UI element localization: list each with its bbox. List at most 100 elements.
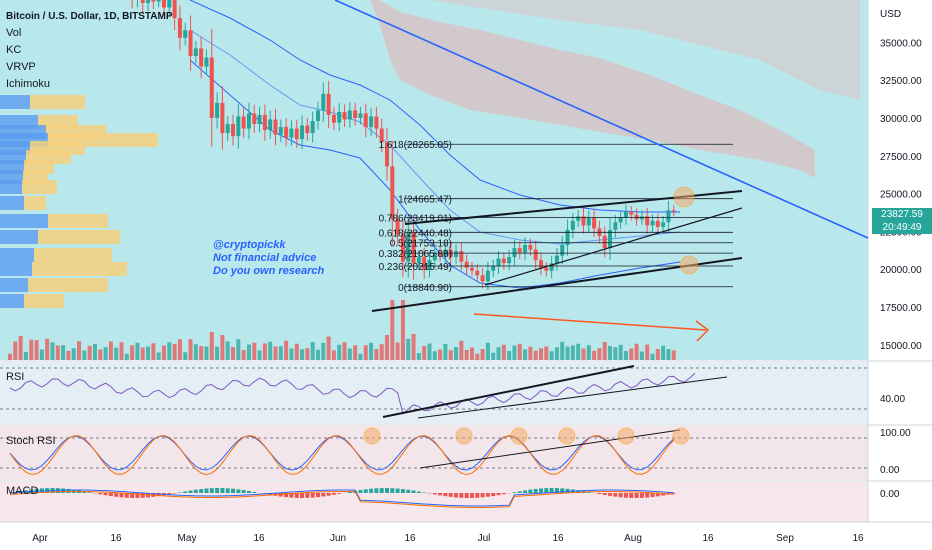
candle-body bbox=[363, 113, 368, 128]
candle-body bbox=[167, 0, 172, 8]
candle-body bbox=[480, 275, 485, 282]
macd-histogram-bar bbox=[135, 493, 140, 498]
macd-histogram-bar bbox=[480, 493, 485, 498]
fib-level-label: 0.5(21753.18) bbox=[390, 239, 452, 250]
volume-profile-bar bbox=[34, 248, 112, 262]
legend: Bitcoin / U.S. Dollar, 1D, BITSTAMP Vol … bbox=[6, 8, 173, 93]
candle-body bbox=[273, 119, 278, 135]
currency-label: USD bbox=[880, 9, 901, 20]
volume-bar bbox=[23, 352, 28, 360]
symbol-title[interactable]: Bitcoin / U.S. Dollar, 1D, BITSTAMP bbox=[6, 11, 173, 22]
macd-histogram-bar bbox=[623, 493, 628, 498]
volume-bar bbox=[480, 349, 485, 360]
volume-bar bbox=[517, 343, 522, 360]
candle-body bbox=[347, 110, 352, 120]
volume-bar bbox=[438, 349, 443, 360]
candle-body bbox=[485, 270, 490, 282]
candle-body bbox=[554, 255, 559, 264]
macd-histogram-bar bbox=[310, 493, 315, 498]
macd-histogram-bar bbox=[523, 490, 528, 493]
volume-bar bbox=[358, 353, 363, 360]
macd-histogram-bar bbox=[485, 493, 490, 497]
macd-histogram-bar bbox=[438, 493, 443, 496]
macd-histogram-bar bbox=[183, 491, 188, 493]
candle-body bbox=[231, 124, 236, 137]
volume-bar bbox=[618, 344, 623, 360]
candle-body bbox=[629, 211, 634, 215]
volume-bar bbox=[608, 346, 613, 360]
candle-body bbox=[671, 210, 676, 212]
candle-body bbox=[262, 114, 267, 131]
volume-bar bbox=[374, 349, 379, 360]
author-handle: @cryptopickk bbox=[213, 239, 286, 251]
keltner-middle bbox=[189, 29, 681, 245]
macd-histogram-bar bbox=[443, 493, 448, 497]
fib-level-label: 0.618(22440.48) bbox=[379, 228, 452, 239]
volume-profile-bar bbox=[0, 230, 38, 244]
macd-histogram-bar bbox=[130, 493, 135, 498]
candle-body bbox=[533, 249, 538, 261]
volume-bar bbox=[592, 350, 597, 360]
volume-bar bbox=[183, 352, 188, 360]
candle-body bbox=[193, 48, 198, 56]
indicator-vol[interactable]: Vol bbox=[6, 27, 22, 39]
macd-histogram-bar bbox=[278, 493, 283, 497]
candle-body bbox=[305, 125, 310, 134]
macd-histogram-bar bbox=[448, 493, 453, 497]
volume-bar bbox=[82, 350, 87, 360]
candle-body bbox=[454, 251, 459, 258]
volume-bar bbox=[613, 347, 618, 360]
candle-body bbox=[406, 232, 411, 262]
stoch-tick: 100.00 bbox=[880, 428, 911, 439]
stoch-d-line bbox=[9, 434, 675, 476]
macd-label: MACD bbox=[6, 485, 39, 497]
time-axis-label: 16 bbox=[253, 533, 265, 544]
macd-histogram-bar bbox=[618, 493, 623, 498]
macd-histogram-bar bbox=[300, 493, 305, 498]
macd-histogram-bar bbox=[156, 493, 161, 497]
volume-profile-bar bbox=[22, 180, 57, 194]
time-axis-label: 16 bbox=[702, 533, 714, 544]
volume-bar bbox=[331, 350, 336, 360]
volume-bar bbox=[262, 343, 267, 360]
macd-histogram-bar bbox=[416, 491, 421, 493]
volume-bar bbox=[570, 345, 575, 360]
volume-bar bbox=[231, 347, 236, 360]
candle-body bbox=[592, 217, 597, 229]
macd-histogram-bar bbox=[379, 488, 384, 493]
candle-body bbox=[661, 222, 666, 227]
volume-bar bbox=[199, 346, 204, 360]
macd-histogram-bar bbox=[61, 488, 66, 493]
stoch-highlight bbox=[510, 427, 528, 445]
ichimoku-cloud-upper bbox=[430, 0, 860, 100]
volume-bar bbox=[140, 347, 145, 360]
macd-histogram-bar bbox=[199, 489, 204, 493]
stoch-k-line bbox=[9, 435, 675, 471]
disclaimer-1: Not financial advice bbox=[213, 252, 317, 264]
indicator-kc[interactable]: KC bbox=[6, 44, 22, 56]
rsi-trendline bbox=[382, 365, 635, 418]
time-axis-label: 16 bbox=[404, 533, 416, 544]
volume-bar bbox=[650, 353, 655, 360]
fib-level-label: 1.618(28265.05) bbox=[379, 140, 452, 151]
indicator-vrvp[interactable]: VRVP bbox=[6, 61, 36, 73]
volume-profile-bar bbox=[48, 214, 108, 228]
macd-histogram-bar bbox=[645, 493, 650, 498]
macd-histogram-bar bbox=[246, 490, 251, 493]
stoch-highlight bbox=[672, 427, 690, 445]
macd-histogram-bar bbox=[294, 493, 299, 498]
volume-profile-bar bbox=[0, 262, 32, 276]
volume-profile-bar bbox=[0, 196, 24, 210]
price-tick-label: 25000.00 bbox=[880, 190, 922, 201]
indicator-ichimoku[interactable]: Ichimoku bbox=[6, 78, 51, 90]
volume-bar bbox=[390, 300, 395, 360]
candle-body bbox=[608, 229, 613, 249]
volume-bar bbox=[528, 346, 533, 360]
keltner-upper bbox=[189, 0, 680, 213]
volume-bar bbox=[278, 346, 283, 360]
candle-body bbox=[151, 0, 156, 2]
volume-bar bbox=[581, 348, 586, 360]
candle-body bbox=[146, 0, 151, 4]
volume-bar bbox=[549, 351, 554, 360]
